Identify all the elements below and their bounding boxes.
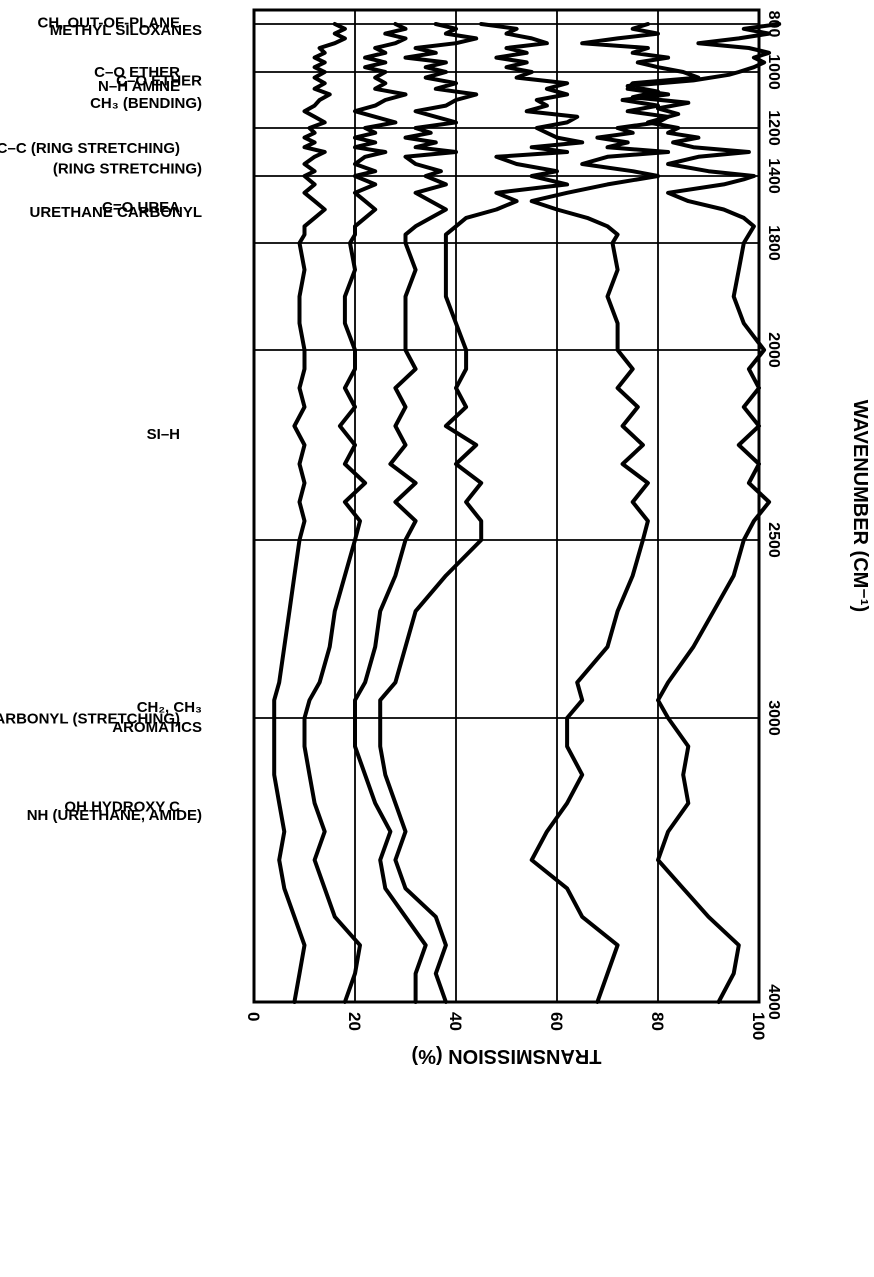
series-curve-2 (529, 22, 701, 1004)
band-annotation: SI–H (147, 426, 180, 443)
x-tick-label: 1200 (765, 110, 782, 146)
band-annotation: CARBONYL (STRETCHING) (0, 710, 180, 727)
band-annotation: OH HYDROXY C (64, 798, 180, 815)
x-tick-label: 1000 (765, 54, 782, 90)
series-curve-4 (353, 22, 479, 1004)
x-tick-label: 4000 (765, 984, 782, 1020)
band-annotation: URETHANE CARBONYL (30, 204, 203, 221)
spectrum-curves (272, 22, 782, 1004)
series-curve-5 (302, 22, 408, 1004)
y-tick-label: 40 (446, 1012, 465, 1031)
band-annotation: CH, OUT-OF-PLANE (38, 15, 181, 32)
series-curve-6 (272, 22, 347, 1004)
x-tick-label: 3000 (765, 700, 782, 736)
y-tick-label: 0 (244, 1012, 263, 1021)
band-annotation: NH (URETHANE, AMIDE) (27, 807, 202, 824)
band-annotation: METHYL SILOXANES (50, 22, 202, 39)
y-tick-label: 20 (345, 1012, 364, 1031)
band-annotation: C–C (RING STRETCHING) (0, 140, 180, 157)
band-annotation: N–H AMINE (98, 78, 180, 95)
band-annotation: C–O ETHER (94, 64, 180, 81)
band-annotation: (RING STRETCHING) (53, 160, 202, 177)
x-tick-label: 1800 (765, 225, 782, 261)
x-tick-label: 1400 (765, 158, 782, 194)
x-tick-label: 2500 (765, 522, 782, 558)
y-tick-label: 80 (648, 1012, 667, 1031)
y-tick-label: 100 (749, 1012, 768, 1040)
x-tick-label: 800 (765, 11, 782, 38)
x-tick-label: 2000 (765, 332, 782, 368)
y-axis-title: TRANSMISSION (%) (412, 1045, 602, 1067)
y-tick-label: 60 (547, 1012, 566, 1031)
band-annotation: CH₃ (BENDING) (90, 95, 202, 112)
band-annotation: AROMATICS (112, 719, 202, 736)
series-curve-1 (625, 22, 782, 1004)
wavenumber-tick-labels: 4000 3000 2500 2000 1800 1400 1200 1000 800 (765, 11, 782, 1020)
x-axis-title: WAVENUMBER (CM⁻¹) (849, 400, 871, 612)
series-curve-3 (378, 22, 585, 1004)
band-annotations: NH (URETHANE, AMIDE)OH HYDROXY C AROMATIC… (0, 15, 202, 824)
transmission-tick-labels: 0 20 40 60 80 100 (244, 1012, 768, 1040)
band-annotation: C=O UREA (102, 199, 180, 216)
vertical-gridlines (254, 23, 759, 1003)
band-annotation: CH₂, CH₃ (137, 699, 202, 716)
band-annotation: C–O ETHER (116, 73, 202, 90)
